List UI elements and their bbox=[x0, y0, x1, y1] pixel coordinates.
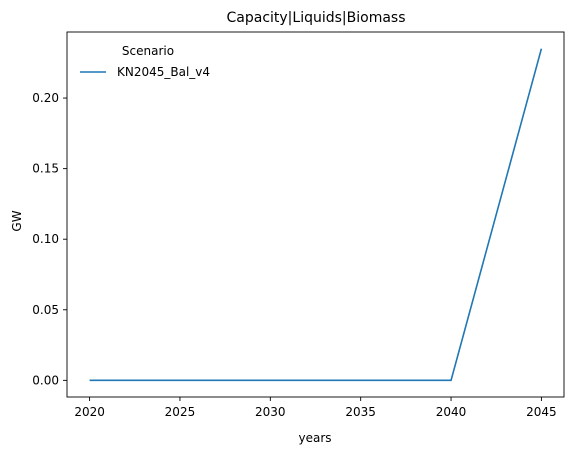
y-axis: 0.00 0.05 0.10 0.15 0.20 bbox=[32, 91, 67, 387]
x-tick-label: 2025 bbox=[165, 405, 196, 419]
x-axis-label: years bbox=[298, 431, 331, 445]
x-tick-label: 2020 bbox=[74, 405, 105, 419]
y-axis-label: GW bbox=[10, 210, 24, 231]
x-tick-label: 2045 bbox=[526, 405, 557, 419]
x-tick-label: 2035 bbox=[345, 405, 376, 419]
y-tick-label: 0.15 bbox=[32, 162, 59, 176]
plot-frame bbox=[66, 31, 565, 398]
legend-title: Scenario bbox=[122, 44, 174, 58]
y-tick-label: 0.05 bbox=[32, 303, 59, 317]
y-tick-label: 0.20 bbox=[32, 91, 59, 105]
legend: Scenario KN2045_Bal_v4 bbox=[80, 44, 210, 79]
legend-entry: KN2045_Bal_v4 bbox=[117, 65, 210, 79]
series-layer bbox=[89, 48, 543, 382]
series-line bbox=[89, 48, 543, 382]
y-tick-label: 0.00 bbox=[32, 373, 59, 387]
chart-title: Capacity|Liquids|Biomass bbox=[227, 10, 406, 26]
x-tick-label: 2040 bbox=[436, 405, 467, 419]
y-tick-label: 0.10 bbox=[32, 232, 59, 246]
x-tick-label: 2030 bbox=[255, 405, 286, 419]
x-axis: 2020 2025 2030 2035 2040 2045 bbox=[74, 397, 557, 419]
